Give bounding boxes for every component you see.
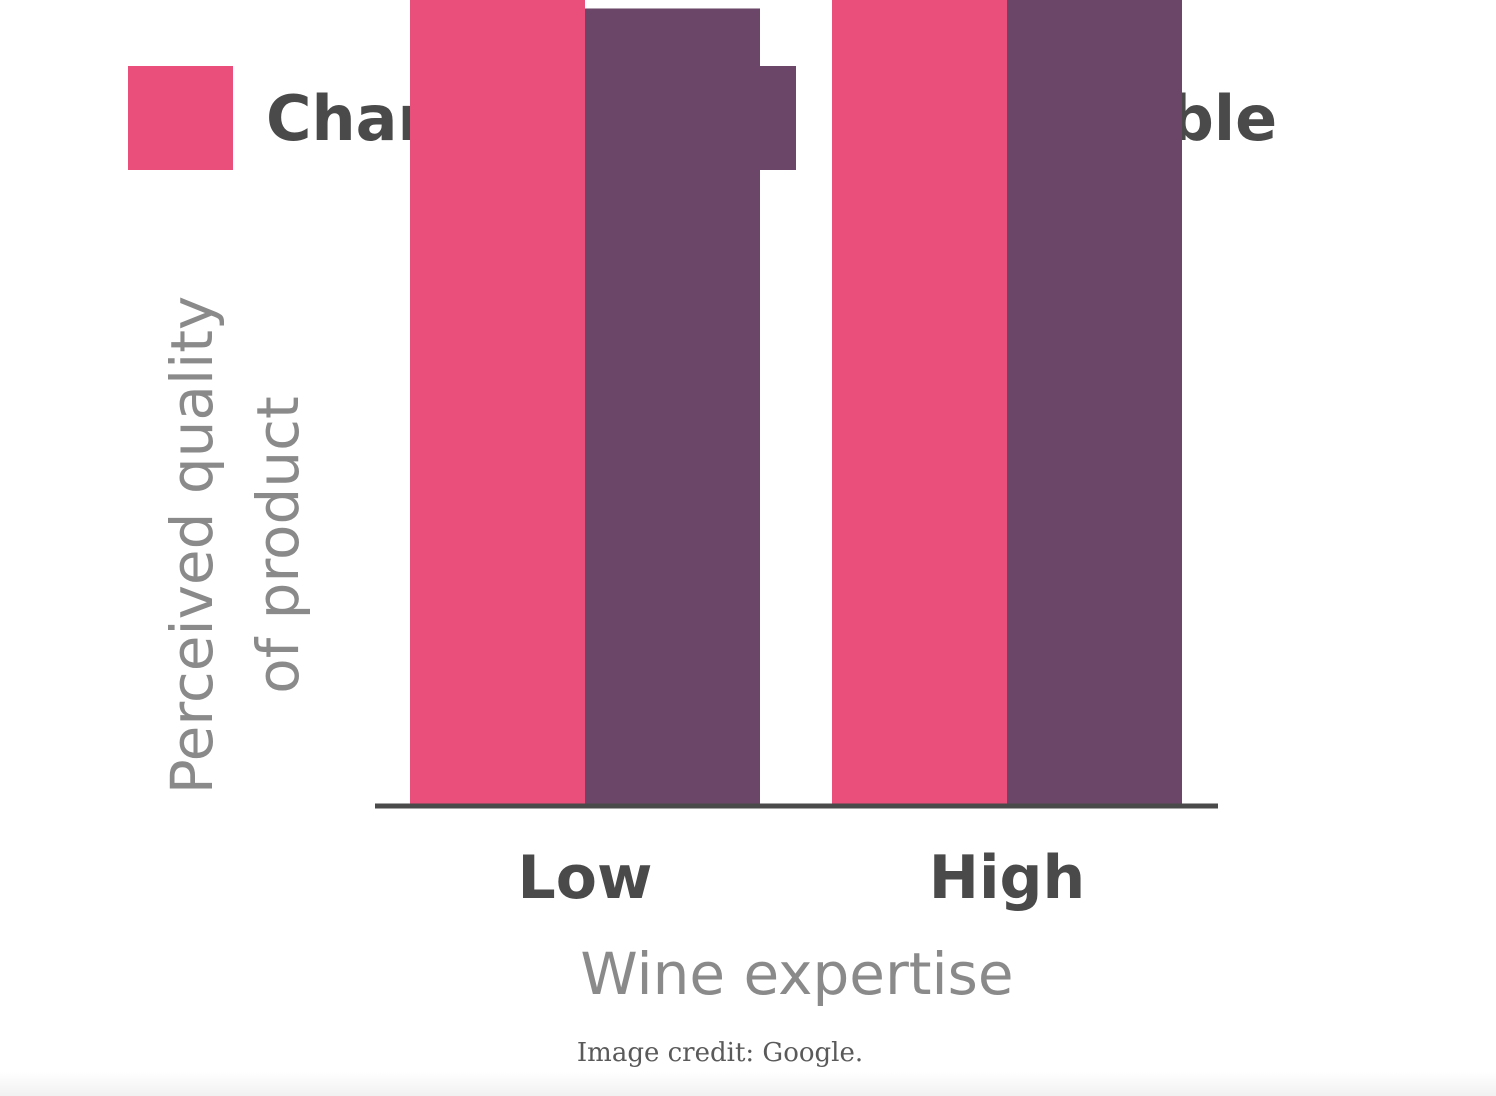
image-credit: Image credit: Google. (576, 1038, 864, 1068)
bar-uncharitable-high (1007, 0, 1182, 804)
y-axis-title: Perceived quality (158, 296, 226, 795)
y-axis-title-line-1: Perceived quality (158, 296, 226, 795)
y-axis-title-line-2: of product (244, 396, 312, 693)
x-tick-label-high: High (929, 843, 1085, 913)
legend-swatch-charitable (128, 66, 233, 170)
bar-charitable-high (832, 0, 1007, 805)
y-axis-title-2: of product (244, 396, 312, 693)
bar-charitable-low (410, 0, 585, 805)
bar-uncharitable-low (585, 8, 760, 805)
x-tick-label-low: Low (518, 843, 653, 913)
bar-chart: CharitableUncharitable Perceived quality… (128, 0, 1277, 1008)
bottom-fade (0, 1072, 1496, 1096)
bars: 5.74.554.24.51 (410, 0, 1182, 805)
x-tick-labels: Low High (518, 843, 1086, 913)
x-axis-title: Wine expertise (580, 940, 1013, 1008)
